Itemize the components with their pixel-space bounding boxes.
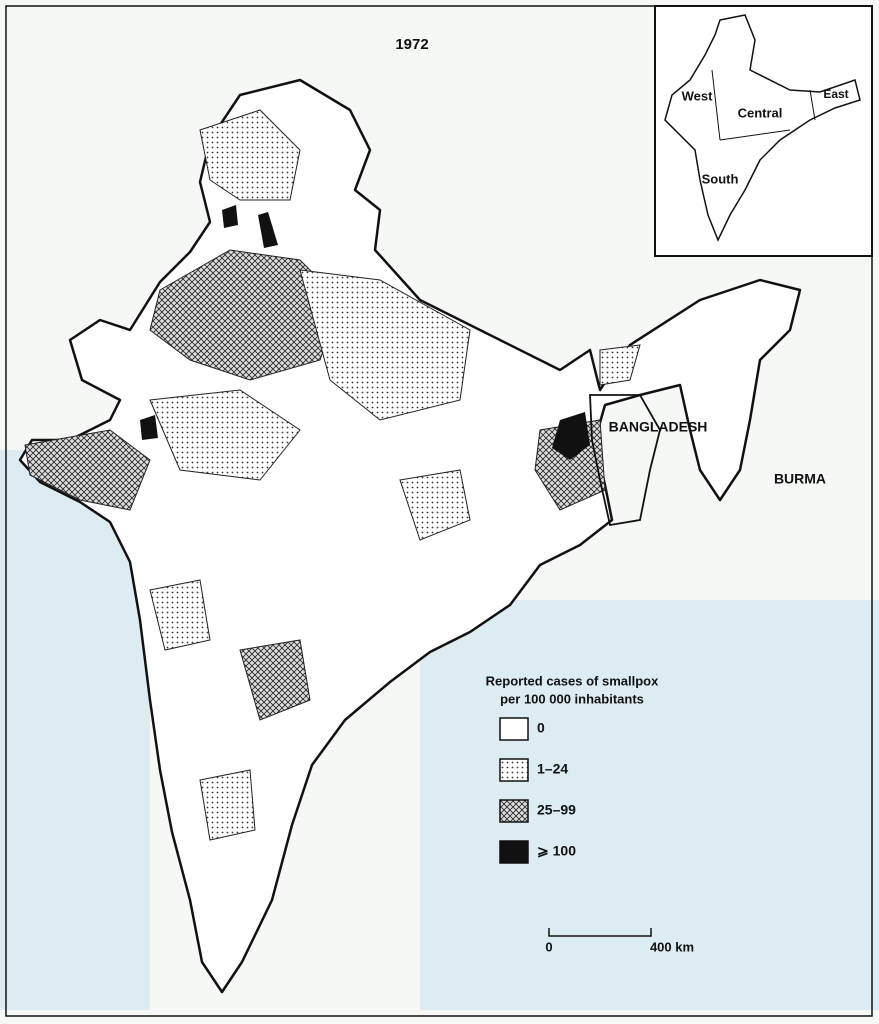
legend-label: 25–99 <box>537 802 576 818</box>
district-area <box>299 269 471 421</box>
district-area <box>199 109 301 201</box>
district-area <box>140 415 158 440</box>
district-area <box>222 205 238 228</box>
legend-label: ⩾ 100 <box>537 843 576 859</box>
region-label: East <box>823 87 848 101</box>
legend-swatch <box>499 799 529 823</box>
sea-tint <box>420 600 879 1010</box>
inset-outline <box>664 14 861 242</box>
legend-title: Reported cases of smallpox <box>486 673 659 688</box>
district-area <box>552 412 590 460</box>
district-area <box>258 212 278 248</box>
legend-title: per 100 000 inhabitants <box>500 691 644 706</box>
map-title: 1972 <box>395 36 428 53</box>
scale-bar <box>548 928 652 937</box>
legend-label: 0 <box>537 720 545 736</box>
legend-swatch <box>499 758 529 782</box>
district-area <box>599 344 641 386</box>
legend-swatch <box>499 840 529 864</box>
scale-label: 0 <box>545 939 552 954</box>
district-area <box>149 389 301 481</box>
country-label: BURMA <box>774 471 826 487</box>
frame <box>5 5 873 1017</box>
legend-label: 1–24 <box>537 761 568 777</box>
bangladesh-border <box>589 394 661 527</box>
district-area <box>24 429 151 511</box>
district-area <box>149 249 341 381</box>
district-area <box>239 639 311 721</box>
country-label: BANGLADESH <box>609 419 708 435</box>
legend-swatch <box>499 717 529 741</box>
region-label: Central <box>738 105 783 120</box>
district-area <box>199 769 256 841</box>
inset-region-border <box>711 69 816 141</box>
district-area <box>149 579 211 651</box>
region-label: West <box>682 88 713 103</box>
region-label: South <box>702 171 739 186</box>
scale-label: 400 km <box>650 939 694 954</box>
district-area <box>399 469 471 541</box>
